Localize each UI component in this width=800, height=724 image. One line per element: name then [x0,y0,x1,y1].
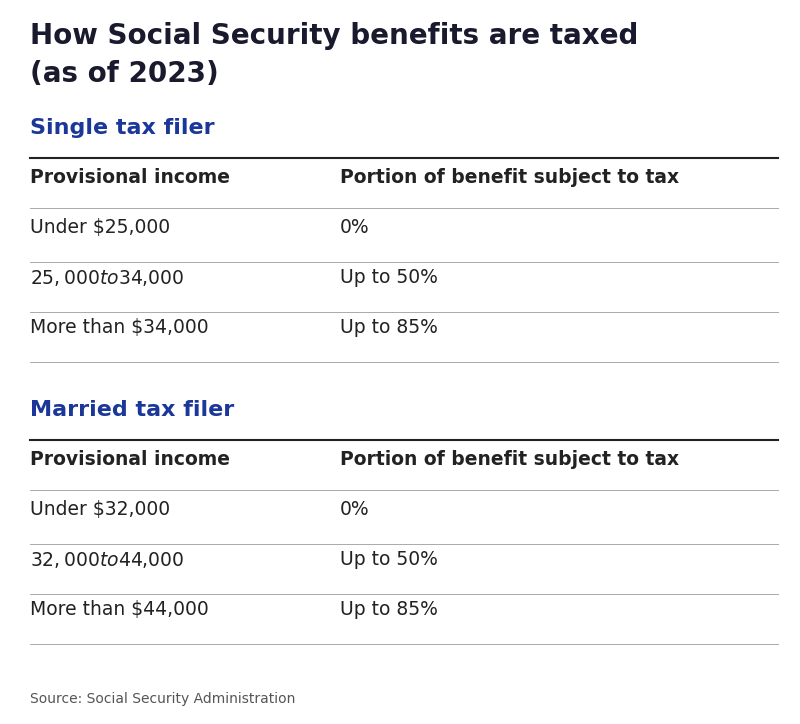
Text: Up to 50%: Up to 50% [340,268,438,287]
Text: (as of 2023): (as of 2023) [30,60,218,88]
Text: More than $44,000: More than $44,000 [30,600,209,619]
Text: How Social Security benefits are taxed: How Social Security benefits are taxed [30,22,638,50]
Text: Up to 50%: Up to 50% [340,550,438,569]
Text: Up to 85%: Up to 85% [340,318,438,337]
Text: Portion of benefit subject to tax: Portion of benefit subject to tax [340,168,679,187]
Text: Single tax filer: Single tax filer [30,118,214,138]
Text: $32,000 to $44,000: $32,000 to $44,000 [30,550,185,570]
Text: Up to 85%: Up to 85% [340,600,438,619]
Text: Married tax filer: Married tax filer [30,400,234,420]
Text: Under $32,000: Under $32,000 [30,500,170,519]
Text: Provisional income: Provisional income [30,450,230,469]
Text: Portion of benefit subject to tax: Portion of benefit subject to tax [340,450,679,469]
Text: 0%: 0% [340,500,370,519]
Text: More than $34,000: More than $34,000 [30,318,209,337]
Text: Under $25,000: Under $25,000 [30,218,170,237]
Text: $25,000 to $34,000: $25,000 to $34,000 [30,268,185,288]
Text: 0%: 0% [340,218,370,237]
Text: Provisional income: Provisional income [30,168,230,187]
Text: Source: Social Security Administration: Source: Social Security Administration [30,692,295,706]
